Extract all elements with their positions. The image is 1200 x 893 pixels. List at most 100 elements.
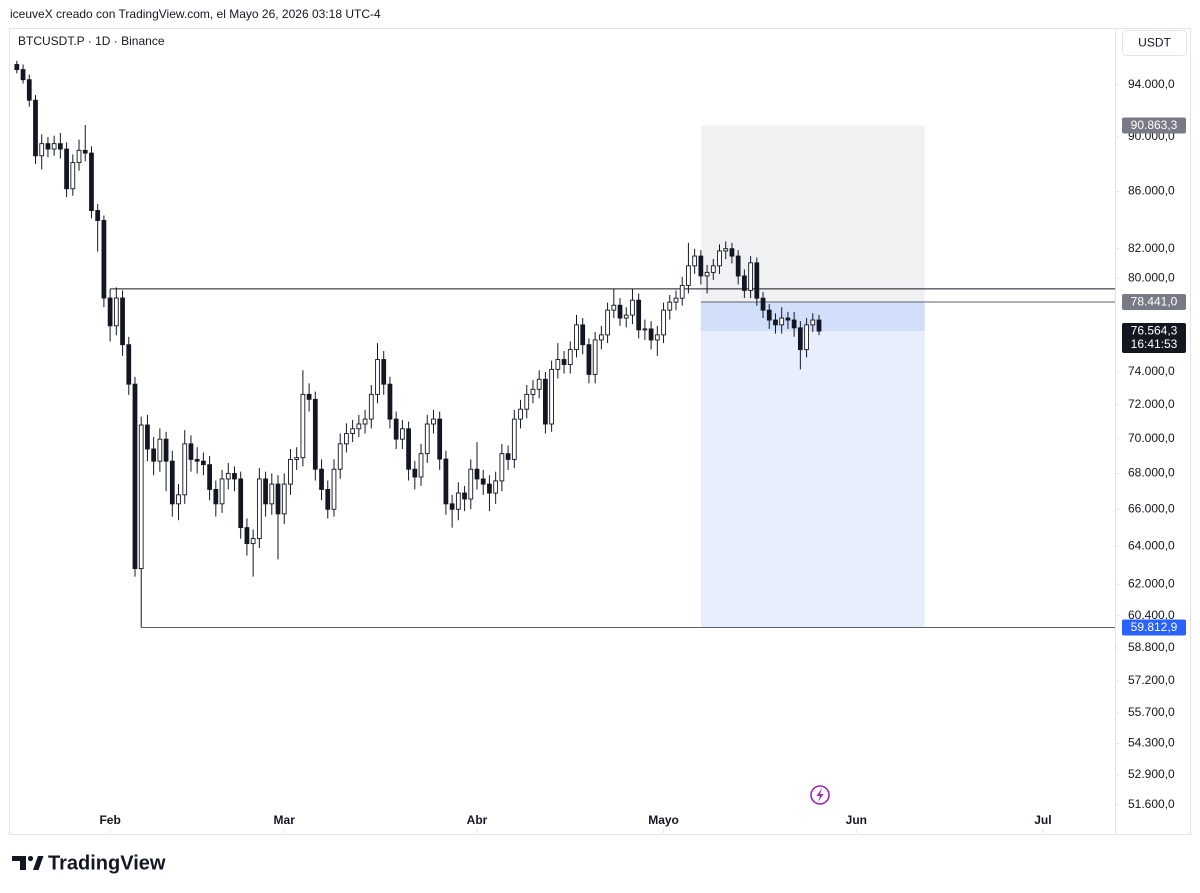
- candle-body: [82, 149, 88, 154]
- candle-body: [773, 319, 778, 326]
- x-tick-label: Jul: [1034, 813, 1051, 827]
- candle-body: [704, 271, 710, 277]
- candle-body: [679, 284, 685, 299]
- candle-body: [95, 210, 101, 221]
- candle-body: [201, 460, 206, 466]
- candle-body: [574, 324, 579, 351]
- candle-body: [207, 464, 212, 490]
- candle-body: [735, 255, 741, 277]
- candle-body: [51, 143, 57, 150]
- candle-body: [673, 297, 679, 303]
- currency-button[interactable]: [1122, 30, 1187, 56]
- candle-body: [399, 428, 405, 440]
- candle-body: [288, 458, 293, 485]
- candle-body: [64, 148, 69, 190]
- countdown-label: 16:41:53: [1131, 337, 1178, 351]
- candle-body: [518, 408, 523, 420]
- price-label-box: [1122, 117, 1186, 134]
- candle-body: [57, 143, 63, 150]
- candle-body: [337, 443, 343, 470]
- candle-body: [443, 458, 449, 505]
- candle-body: [536, 378, 542, 390]
- y-tick-label: 62.000,0: [1128, 577, 1175, 591]
- candle-body: [449, 503, 455, 510]
- y-tick-label: 52.900,0: [1128, 767, 1175, 781]
- candle-body: [424, 423, 430, 455]
- price-label-box: [1122, 293, 1186, 310]
- candle-body: [76, 149, 82, 164]
- candle-body: [39, 143, 45, 157]
- candle-body: [176, 494, 181, 505]
- candle-body: [418, 453, 424, 478]
- candle-body: [26, 79, 32, 101]
- y-tick-label: 70.000,0: [1128, 431, 1175, 445]
- currency-label[interactable]: USDT: [1138, 36, 1171, 50]
- candle-body: [791, 319, 797, 329]
- candle-body: [710, 265, 716, 273]
- x-tick-label: Mar: [274, 813, 296, 827]
- y-tick-label: 72.000,0: [1128, 397, 1175, 411]
- candle-body: [14, 64, 20, 70]
- y-tick-label: 74.000,0: [1128, 364, 1175, 378]
- candle-body: [617, 304, 623, 319]
- alert-bolt[interactable]: [816, 788, 824, 802]
- candle-body: [667, 301, 673, 311]
- candle-body: [70, 162, 76, 190]
- candle-body: [306, 393, 312, 400]
- x-tick-label: Mayo: [648, 813, 679, 827]
- chart-frame: [9, 28, 1191, 835]
- alert-icon[interactable]: [810, 785, 830, 805]
- candle-body: [760, 297, 766, 311]
- candle-body: [319, 468, 324, 490]
- candle-body: [754, 262, 760, 299]
- symbol-title: BTCUSDT.P · 1D · Binance: [18, 34, 165, 48]
- logo-slash: [33, 856, 44, 870]
- candle-body: [368, 393, 374, 420]
- y-tick-label: 68.000,0: [1128, 466, 1175, 480]
- position-target-zone: [700, 301, 925, 628]
- candle-body: [232, 473, 237, 480]
- candle-body: [182, 443, 188, 496]
- candle-body: [356, 423, 362, 430]
- candle-body: [487, 483, 492, 494]
- candle-body: [132, 383, 138, 570]
- x-tick-label: Feb: [99, 813, 120, 827]
- candle-body: [804, 324, 809, 351]
- candle-body: [642, 328, 648, 331]
- candle-body: [375, 359, 380, 395]
- overlay: 90.863,3 78.441,0 59.812,9 76.564,316:41:53: [1122, 117, 1186, 636]
- candle-body: [729, 248, 735, 257]
- candle-body: [238, 478, 244, 529]
- y-tick-label: 58.800,0: [1128, 640, 1175, 654]
- candle-body: [188, 443, 194, 460]
- candle-body: [816, 319, 822, 332]
- candle-body: [779, 317, 785, 326]
- candle-body: [636, 299, 642, 331]
- last-price-box: [1122, 323, 1186, 354]
- candle-body: [393, 418, 399, 440]
- y-tick-label: 55.700,0: [1128, 705, 1175, 719]
- candle-body: [213, 488, 219, 505]
- candle-body: [281, 483, 287, 515]
- candle-body: [120, 297, 125, 346]
- candle-body: [344, 433, 349, 445]
- logo-dot: [27, 855, 34, 862]
- candle-body: [412, 468, 418, 478]
- price-label: 59.812,9: [1131, 620, 1178, 634]
- candle-body: [250, 538, 256, 545]
- candle-body: [431, 418, 436, 425]
- y-tick-label: 86.000,0: [1128, 184, 1175, 198]
- candle-body: [331, 468, 337, 510]
- candle-body: [138, 424, 144, 570]
- candle-body: [592, 339, 598, 375]
- candle-body: [686, 265, 691, 286]
- candle-body: [567, 349, 573, 365]
- candle-body: [549, 368, 554, 425]
- candle-body: [723, 248, 729, 252]
- candle-body: [20, 69, 26, 81]
- candle-body: [256, 478, 262, 540]
- candle-body: [766, 309, 772, 321]
- y-tick-label: 64.000,0: [1128, 538, 1175, 552]
- candle-body: [113, 297, 119, 327]
- candle-body: [692, 255, 698, 267]
